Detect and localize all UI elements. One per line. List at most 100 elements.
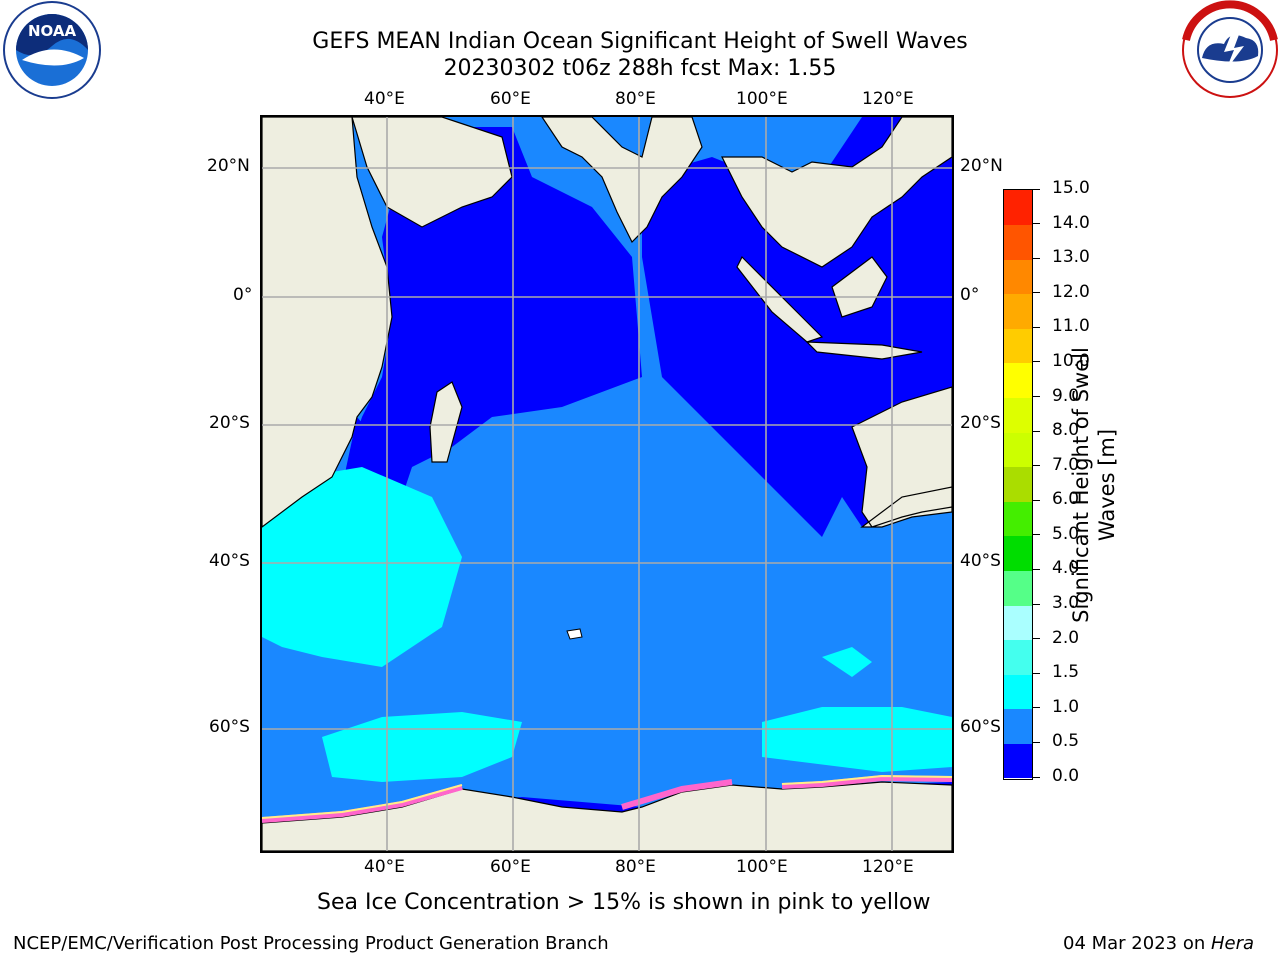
lat-tick-right-20s: 20°S: [960, 413, 1001, 433]
colorbar-tick-label: 9.0: [1052, 385, 1080, 406]
colorbar-segment: [1004, 224, 1032, 260]
colorbar-segment: [1004, 743, 1032, 779]
map-canvas: [262, 117, 952, 851]
colorbar-tick-label: 14.0: [1052, 212, 1090, 233]
lon-tick-bottom-120e: 120°E: [862, 857, 914, 877]
colorbar-tick-label: 2.0: [1052, 627, 1080, 648]
colorbar-tick-mark: [1033, 568, 1040, 570]
colorbar-segment: [1004, 639, 1032, 675]
colorbar-segment: [1004, 293, 1032, 329]
sea-ice-note: Sea Ice Concentration > 15% is shown in …: [317, 890, 931, 915]
colorbar-tick-label: 1.0: [1052, 696, 1080, 717]
land-java: [805, 341, 923, 360]
lat-tick-left-60s: 60°S: [209, 717, 250, 737]
colorbar-tick-mark: [1033, 396, 1040, 398]
colorbar: [1003, 189, 1033, 780]
colorbar-tick-label: 6.0: [1052, 489, 1080, 510]
nws-logo: [1180, 0, 1280, 100]
lon-tick-bottom-60e: 60°E: [490, 857, 531, 877]
lat-tick-right-20n: 20°N: [960, 156, 1003, 176]
swell-low-east-indian: [702, 367, 852, 447]
lon-tick-bottom-100e: 100°E: [736, 857, 788, 877]
land-india: [541, 117, 703, 244]
colorbar-segment: [1004, 432, 1032, 468]
lon-tick-top-120e: 120°E: [862, 89, 914, 109]
lat-tick-right-60s: 60°S: [960, 717, 1001, 737]
colorbar-tick-mark: [1033, 499, 1040, 501]
colorbar-tick-label: 10.0: [1052, 350, 1090, 371]
footer-left: NCEP/EMC/Verification Post Processing Pr…: [13, 933, 609, 954]
map-panel: [260, 115, 954, 853]
colorbar-tick-label: 7.0: [1052, 454, 1080, 475]
colorbar-tick-mark: [1033, 776, 1040, 778]
colorbar-segment: [1004, 397, 1032, 433]
colorbar-label: Significant Height of Swell Waves [m]: [1069, 347, 1119, 623]
colorbar-segment: [1004, 362, 1032, 399]
noaa-logo: NOAA: [0, 0, 104, 100]
colorbar-tick-mark: [1033, 465, 1040, 467]
colorbar-segment: [1004, 535, 1032, 571]
lon-tick-bottom-80e: 80°E: [615, 857, 656, 877]
land-australia: [851, 386, 952, 528]
land-kerguelen: [566, 628, 583, 640]
colorbar-tick-mark: [1033, 430, 1040, 432]
footer-date-text: 04 Mar 2023 on: [1063, 933, 1211, 954]
colorbar-tick-label: 0.0: [1052, 766, 1080, 786]
colorbar-tick-mark: [1033, 292, 1040, 294]
colorbar-tick-label: 0.5: [1052, 731, 1080, 752]
lon-tick-top-60e: 60°E: [490, 89, 531, 109]
colorbar-tick-mark: [1033, 361, 1040, 363]
chart-title: GEFS MEAN Indian Ocean Significant Heigh…: [312, 29, 968, 54]
colorbar-segment: [1004, 466, 1032, 502]
colorbar-tick-label: 8.0: [1052, 420, 1080, 441]
svg-text:NOAA: NOAA: [28, 22, 77, 40]
colorbar-tick-mark: [1033, 603, 1040, 605]
swell-high-southeast: [762, 707, 952, 772]
colorbar-segment: [1004, 328, 1032, 364]
lat-tick-right-40s: 40°S: [960, 551, 1001, 571]
colorbar-tick-mark: [1033, 672, 1040, 674]
footer-date: 04 Mar 2023 on Hera: [1063, 933, 1254, 954]
land-southeast-asia: [721, 117, 952, 268]
colorbar-tick-label: 1.5: [1052, 662, 1080, 683]
colorbar-tick-mark: [1033, 223, 1040, 225]
colorbar-segment: [1004, 605, 1032, 641]
colorbar-tick-mark: [1033, 638, 1040, 640]
colorbar-segment: [1004, 570, 1032, 606]
footer-host: Hera: [1210, 933, 1255, 954]
colorbar-tick-mark: [1033, 326, 1040, 328]
chart-subtitle: 20230302 t06z 288h fcst Max: 1.55: [443, 56, 837, 81]
lon-tick-bottom-40e: 40°E: [364, 857, 405, 877]
colorbar-segment: [1004, 674, 1032, 710]
colorbar-tick-label: 15.0: [1052, 178, 1090, 198]
land-madagascar: [429, 381, 463, 463]
colorbar-tick-mark: [1033, 534, 1040, 536]
colorbar-tick-label: 11.0: [1052, 316, 1090, 337]
grid-lines: [262, 117, 952, 851]
colorbar-tick-mark: [1033, 257, 1040, 259]
sea-ice-edge: [262, 774, 952, 823]
lat-tick-left-20s: 20°S: [209, 413, 250, 433]
lon-tick-top-40e: 40°E: [364, 89, 405, 109]
sea-ice-edge-inner: [262, 774, 952, 819]
colorbar-segment: [1004, 708, 1032, 744]
colorbar-tick-label: 12.0: [1052, 281, 1090, 302]
lat-tick-left-0: 0°: [233, 285, 253, 305]
colorbar-segment: [1004, 190, 1032, 226]
colorbar-tick-mark: [1033, 188, 1040, 190]
colorbar-tick-label: 13.0: [1052, 247, 1090, 268]
lon-tick-top-100e: 100°E: [736, 89, 788, 109]
swell-high-east-patch: [822, 647, 872, 677]
lat-tick-left-20n: 20°N: [207, 156, 250, 176]
lat-tick-right-0: 0°: [960, 285, 980, 305]
land-borneo: [831, 256, 888, 318]
lat-tick-left-40s: 40°S: [209, 551, 250, 571]
colorbar-tick-mark: [1033, 707, 1040, 709]
colorbar-segment: [1004, 259, 1032, 295]
colorbar-tick-label: 3.0: [1052, 593, 1080, 614]
colorbar-tick-label: 4.0: [1052, 558, 1080, 579]
colorbar-tick-mark: [1033, 741, 1040, 743]
swell-high-southwest: [262, 467, 462, 667]
lon-tick-top-80e: 80°E: [615, 89, 656, 109]
colorbar-segment: [1004, 501, 1032, 537]
